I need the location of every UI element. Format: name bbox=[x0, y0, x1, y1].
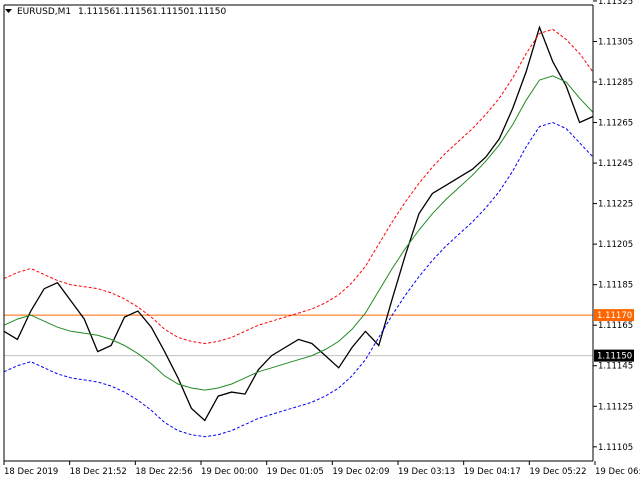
x-tick-label: 19 Dec 04:17 bbox=[464, 467, 521, 477]
x-tick-label: 19 Dec 00:00 bbox=[201, 467, 258, 477]
y-tick-label: 1.11325 bbox=[598, 0, 633, 7]
price-badge-label: 1.11150 bbox=[597, 352, 632, 362]
y-tick-label: 1.11185 bbox=[598, 281, 633, 291]
y-tick-label: 1.11205 bbox=[598, 240, 633, 250]
x-tick-label: 19 Dec 03:13 bbox=[398, 467, 455, 477]
lower-band-line bbox=[3, 121, 594, 438]
series-layer bbox=[3, 25, 594, 438]
x-tick-label: 19 Dec 05:22 bbox=[529, 467, 586, 477]
x-tick-label: 19 Dec 01:05 bbox=[267, 467, 324, 477]
x-axis: 18 Dec 2019 18 Dec 21:52 18 Dec 22:56 19 De… bbox=[3, 461, 640, 477]
price-series-line bbox=[3, 25, 594, 422]
y-tick-label: 1.11165 bbox=[598, 321, 633, 331]
upper-band-line bbox=[3, 28, 594, 345]
moving-average-line bbox=[3, 75, 594, 391]
y-tick-label: 1.11285 bbox=[598, 78, 633, 88]
ohlc-open: 1.11156 bbox=[78, 7, 115, 17]
y-tick-label: 1.11305 bbox=[598, 37, 633, 47]
y-tick-label: 1.11145 bbox=[598, 362, 633, 372]
x-tick-label: 18 Dec 22:56 bbox=[135, 467, 192, 477]
x-tick-label: 18 Dec 2019 bbox=[4, 467, 58, 477]
ohlc-close: 1.11150 bbox=[189, 7, 226, 17]
dropdown-triangle-icon[interactable] bbox=[5, 9, 12, 13]
y-axis: 1.11325 1.11305 1.11285 1.11265 1.11245 1.112… bbox=[593, 0, 633, 453]
x-tick-label: 18 Dec 21:52 bbox=[70, 467, 127, 477]
ohlc-high: 1.11156 bbox=[115, 7, 152, 17]
ohlc-low: 1.11150 bbox=[152, 7, 189, 17]
price-badge bbox=[594, 349, 634, 362]
y-tick-label: 1.11225 bbox=[598, 200, 633, 210]
x-tick-label: 19 Dec 02:09 bbox=[332, 467, 389, 477]
chart-frame bbox=[3, 4, 594, 462]
price-badge bbox=[594, 309, 634, 322]
horizontal-lines bbox=[4, 314, 593, 357]
symbol-label: EURUSD,M1 bbox=[17, 7, 71, 17]
y-tick-label: 1.11245 bbox=[598, 159, 633, 169]
price-badges: 1.11170 1.11150 bbox=[594, 309, 634, 362]
y-tick-label: 1.11265 bbox=[598, 119, 633, 129]
price-badge-label: 1.11170 bbox=[597, 311, 632, 321]
chart-title-bar: EURUSD,M1 1.11156 1.11156 1.11150 1.1115… bbox=[5, 7, 226, 17]
y-tick-label: 1.11125 bbox=[598, 402, 633, 412]
y-tick-label: 1.11105 bbox=[598, 443, 633, 453]
x-tick-label: 19 Dec 06:26 bbox=[595, 467, 640, 477]
